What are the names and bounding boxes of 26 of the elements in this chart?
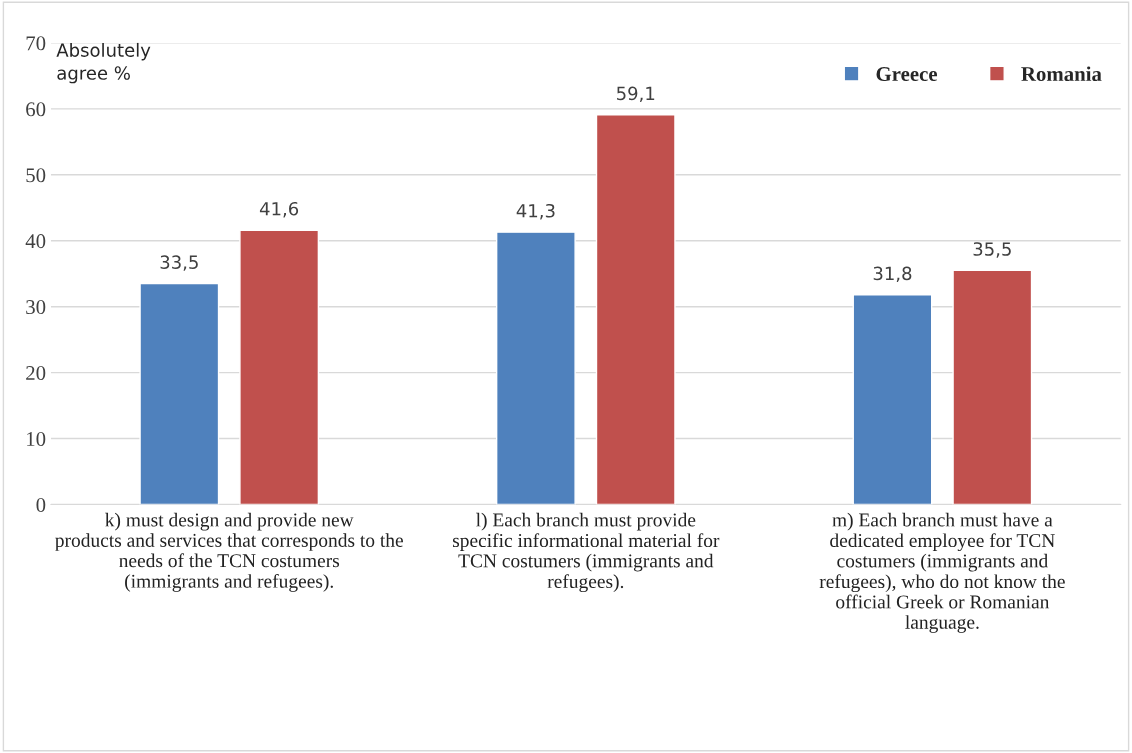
data-label: 35,5 (973, 242, 1011, 258)
data-label: 31,8 (873, 266, 912, 283)
x-tick-label: k) must design and provide new products and services that corresponds to the needs of the TCN costumers (immigrants and refugees). (55, 512, 403, 592)
y-tick-label: 30 (26, 300, 46, 315)
data-label: 59,1 (617, 86, 655, 103)
legend-label: Romania (1021, 66, 1102, 82)
y-tick-label: 60 (26, 102, 46, 117)
legend-label: Greece (876, 67, 938, 82)
y-tick-label: 40 (25, 234, 46, 249)
data-label: 33,5 (160, 255, 198, 271)
bar (595, 114, 676, 505)
y-tick-label: 70 (26, 36, 46, 51)
y-tick-label: 50 (26, 168, 46, 183)
data-label: 41,3 (516, 203, 555, 220)
x-tick-label: m) Each branch must have a dedicated employee for TCN costumers (immigrants and refugees), who do not know the official Greek or Romanian language. (819, 512, 1065, 633)
bar (239, 229, 320, 505)
bar (139, 282, 220, 505)
y-tick-label: 10 (27, 431, 46, 446)
y-axis-title: Absolutely agree % (56, 42, 151, 84)
bar (852, 294, 933, 505)
bar (495, 231, 576, 505)
bar (952, 269, 1033, 505)
x-tick-label: l) Each branch must provide specific informational material for TCN costumers (immigrants and refugees). (452, 512, 720, 593)
data-label: 41,6 (259, 201, 299, 218)
y-tick-label: 20 (26, 366, 46, 381)
y-tick-label: 0 (36, 497, 46, 512)
